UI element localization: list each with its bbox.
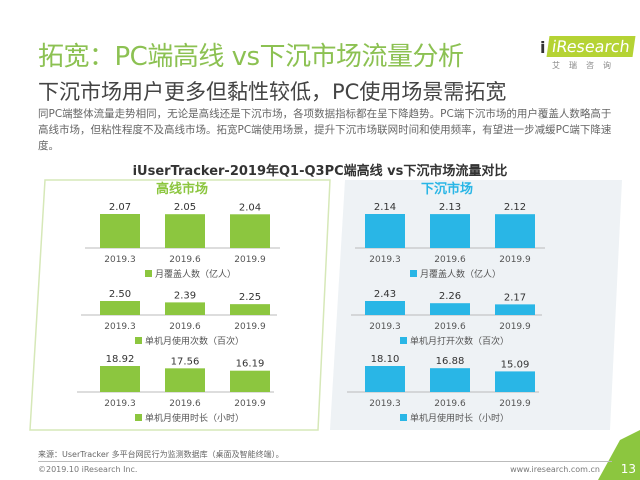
legend-label: 单机月使用时长（小时） xyxy=(410,412,509,424)
bar xyxy=(495,371,535,392)
bar xyxy=(430,303,470,315)
data-label: 18.92 xyxy=(106,354,135,365)
bar xyxy=(495,304,535,315)
data-label: 2.43 xyxy=(374,289,396,300)
data-label: 2.39 xyxy=(174,290,196,301)
bar xyxy=(430,214,470,248)
data-label: 2.13 xyxy=(439,202,461,213)
tick-label: 2019.3 xyxy=(104,399,136,409)
copyright: ©2019.10 iResearch Inc. xyxy=(38,465,138,474)
legend-swatch xyxy=(135,337,142,344)
data-label: 17.56 xyxy=(171,356,200,367)
data-label: 2.17 xyxy=(504,292,526,303)
bar xyxy=(230,214,270,248)
source-note: 来源：UserTracker 多平台网民行为监测数据库（桌面及智能终端）。 xyxy=(38,450,284,459)
bar xyxy=(230,370,270,392)
page-title: 拓宽：PC端高线 vs下沉市场流量分析 xyxy=(38,42,464,72)
tick-label: 2019.6 xyxy=(169,322,201,332)
legend-label: 单机月使用时长（小时） xyxy=(145,412,244,424)
bar xyxy=(495,214,535,248)
data-label: 2.50 xyxy=(109,289,131,300)
legend-swatch xyxy=(410,270,417,277)
legend-label: 单机月使用次数（百次） xyxy=(145,335,244,347)
data-label: 2.04 xyxy=(239,202,261,213)
tick-label: 2019.9 xyxy=(499,322,531,332)
legend-swatch xyxy=(135,414,142,421)
panel-title: 下沉市场 xyxy=(421,181,473,197)
tick-label: 2019.3 xyxy=(104,322,136,332)
data-label: 2.12 xyxy=(504,202,526,213)
data-label: 18.10 xyxy=(371,354,400,365)
legend-swatch xyxy=(400,414,407,421)
logo-cn: 艾瑞咨询 xyxy=(552,61,620,70)
bar xyxy=(365,301,405,315)
bar xyxy=(365,366,405,392)
tick-label: 2019.3 xyxy=(369,255,401,265)
page-subtitle: 下沉市场用户更多但黏性较低，PC使用场景需拓宽 xyxy=(38,80,507,104)
bar xyxy=(165,368,205,392)
page-number: 13 xyxy=(620,462,636,476)
legend-label: 单机月打开次数（百次） xyxy=(410,335,509,347)
bar xyxy=(230,304,270,315)
tick-label: 2019.9 xyxy=(234,399,266,409)
data-label: 2.14 xyxy=(374,202,396,213)
corner-decoration xyxy=(598,430,640,480)
bar xyxy=(100,214,140,248)
tick-label: 2019.6 xyxy=(434,255,466,265)
chart-title: iUserTracker-2019年Q1-Q3PC端高线 vs下沉市场流量对比 xyxy=(132,164,508,179)
data-label: 16.88 xyxy=(436,356,465,367)
legend-label: 月覆盖人数（亿人） xyxy=(155,268,236,280)
bar xyxy=(100,301,140,315)
iresearch-logo: i iResearch 艾瑞咨询 xyxy=(540,36,636,71)
tick-label: 2019.6 xyxy=(169,255,201,265)
panel-title: 高线市场 xyxy=(156,181,208,197)
data-label: 2.26 xyxy=(439,291,461,302)
data-label: 2.05 xyxy=(174,202,196,213)
data-label: 2.25 xyxy=(239,292,261,303)
bar xyxy=(365,214,405,248)
tick-label: 2019.9 xyxy=(234,322,266,332)
legend-swatch xyxy=(400,337,407,344)
tick-label: 2019.3 xyxy=(104,255,136,265)
bar xyxy=(165,214,205,248)
data-label: 2.07 xyxy=(109,202,131,213)
tick-label: 2019.9 xyxy=(499,399,531,409)
tick-label: 2019.9 xyxy=(499,255,531,265)
data-label: 16.19 xyxy=(236,359,265,370)
legend-label: 月覆盖人数（亿人） xyxy=(420,268,501,280)
tick-label: 2019.6 xyxy=(434,399,466,409)
logo-dot-icon: i xyxy=(540,38,546,57)
footer-divider xyxy=(38,461,612,462)
bar xyxy=(100,366,140,392)
website: www.iresearch.com.cn xyxy=(510,465,600,474)
tick-label: 2019.6 xyxy=(169,399,201,409)
tick-label: 2019.3 xyxy=(369,322,401,332)
tick-label: 2019.9 xyxy=(234,255,266,265)
tick-label: 2019.3 xyxy=(369,399,401,409)
description: 同PC端整体流量走势相同，无论是高线还是下沉市场，各项数据指标都在呈下降趋势。P… xyxy=(38,108,612,152)
bar xyxy=(430,368,470,392)
legend-swatch xyxy=(145,270,152,277)
bar xyxy=(165,302,205,315)
data-label: 15.09 xyxy=(501,359,530,370)
tick-label: 2019.6 xyxy=(434,322,466,332)
